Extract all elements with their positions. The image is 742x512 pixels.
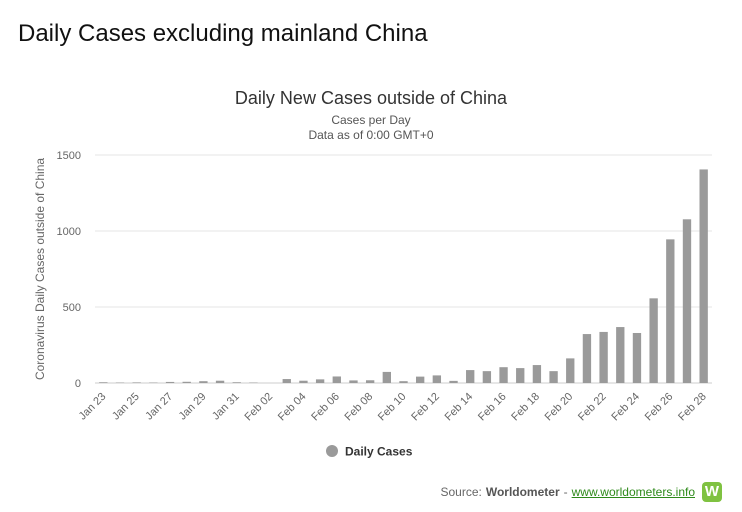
y-tick-labels: 0 500 1000 1500 xyxy=(57,150,81,390)
x-tick-label: Feb 24 xyxy=(609,391,642,424)
source-separator: - xyxy=(563,485,568,499)
bar-feb-12[interactable] xyxy=(432,375,442,383)
x-tick-label: Jan 29 xyxy=(177,391,209,423)
chart-title: Daily New Cases outside of China xyxy=(235,88,508,108)
source-credit: Source: Worldometer - www.worldometers.i… xyxy=(440,482,722,502)
bar-feb-26[interactable] xyxy=(666,239,675,383)
bar-series-daily-cases xyxy=(99,169,708,383)
page-heading: Daily Cases excluding mainland China xyxy=(18,20,428,47)
x-tick-label: Feb 16 xyxy=(476,391,509,424)
bar-jan-25[interactable] xyxy=(132,382,141,383)
y-tick-label: 0 xyxy=(75,378,81,390)
bar-feb-09[interactable] xyxy=(382,371,391,383)
bar-feb-14[interactable] xyxy=(466,370,475,383)
grid-layer xyxy=(95,154,712,384)
x-tick-label: Feb 06 xyxy=(309,391,342,424)
bar-jan-27[interactable] xyxy=(165,381,175,383)
x-tick-label: Feb 20 xyxy=(543,391,576,424)
bar-feb-04[interactable] xyxy=(299,380,308,383)
chart-subtitle-line-1: Cases per Day xyxy=(331,113,410,127)
x-tick-label: Jan 23 xyxy=(77,391,109,423)
source-link[interactable]: www.worldometers.info xyxy=(571,485,695,499)
bar-feb-21[interactable] xyxy=(582,334,592,383)
x-tick-label: Jan 31 xyxy=(210,391,242,423)
bar-feb-13[interactable] xyxy=(449,380,458,383)
y-axis-label: Coronavirus Daily Cases outside of China xyxy=(33,158,47,380)
bar-jan-28[interactable] xyxy=(182,381,191,383)
bar-feb-07[interactable] xyxy=(349,380,358,383)
bar-feb-05[interactable] xyxy=(315,379,325,383)
bar-feb-25[interactable] xyxy=(649,298,658,383)
bar-feb-16[interactable] xyxy=(499,367,508,383)
bar-feb-03[interactable] xyxy=(282,379,291,383)
legend-marker-daily-cases xyxy=(326,445,338,457)
bar-feb-28[interactable] xyxy=(699,169,708,383)
bar-feb-27[interactable] xyxy=(682,219,692,383)
bar-feb-17[interactable] xyxy=(516,368,525,383)
x-tick-label: Feb 18 xyxy=(509,391,542,424)
x-tick-label: Feb 04 xyxy=(276,391,309,424)
bar-feb-18[interactable] xyxy=(532,365,542,383)
bar-feb-10[interactable] xyxy=(399,381,408,383)
source-name: Worldometer xyxy=(485,485,560,499)
legend-label-daily-cases[interactable]: Daily Cases xyxy=(345,445,413,459)
chart: Daily New Cases outside of China Cases p… xyxy=(33,88,712,459)
bar-feb-06[interactable] xyxy=(332,376,341,383)
bar-jan-23[interactable] xyxy=(99,382,108,383)
bar-feb-20[interactable] xyxy=(566,358,575,383)
worldometer-logo-icon: W xyxy=(702,482,722,502)
x-tick-labels: Jan 23 Jan 25 Jan 27 Jan 29 Jan 31 Feb 02 Feb … xyxy=(77,391,709,424)
x-tick-label: Feb 28 xyxy=(676,391,709,424)
legend[interactable]: Daily Cases xyxy=(326,445,413,459)
y-tick-label: 1000 xyxy=(57,226,81,238)
bar-feb-24[interactable] xyxy=(632,332,642,383)
x-tick-label: Jan 25 xyxy=(110,391,142,423)
chart-subtitle-line-2: Data as of 0:00 GMT+0 xyxy=(308,128,433,142)
x-tick-label: Feb 02 xyxy=(243,391,276,424)
bar-feb-19[interactable] xyxy=(549,371,558,383)
x-tick-label: Feb 26 xyxy=(643,391,676,424)
x-tick-label: Feb 10 xyxy=(376,391,409,424)
bar-jan-29[interactable] xyxy=(199,381,208,383)
bar-feb-22[interactable] xyxy=(599,331,608,383)
source-label: Source: xyxy=(440,485,482,499)
bar-jan-31[interactable] xyxy=(232,382,241,383)
bar-jan-30[interactable] xyxy=(215,380,225,383)
bar-feb-08[interactable] xyxy=(365,380,375,383)
bar-feb-15[interactable] xyxy=(482,371,492,383)
x-tick-label: Feb 22 xyxy=(576,391,609,424)
x-tick-label: Feb 12 xyxy=(409,391,442,424)
y-tick-label: 1500 xyxy=(57,150,81,162)
x-tick-label: Feb 08 xyxy=(343,391,376,424)
bar-feb-23[interactable] xyxy=(616,327,625,383)
x-tick-label: Feb 14 xyxy=(443,391,476,424)
y-tick-label: 500 xyxy=(63,302,81,314)
x-tick-label: Jan 27 xyxy=(143,391,175,423)
bar-feb-11[interactable] xyxy=(416,376,425,383)
